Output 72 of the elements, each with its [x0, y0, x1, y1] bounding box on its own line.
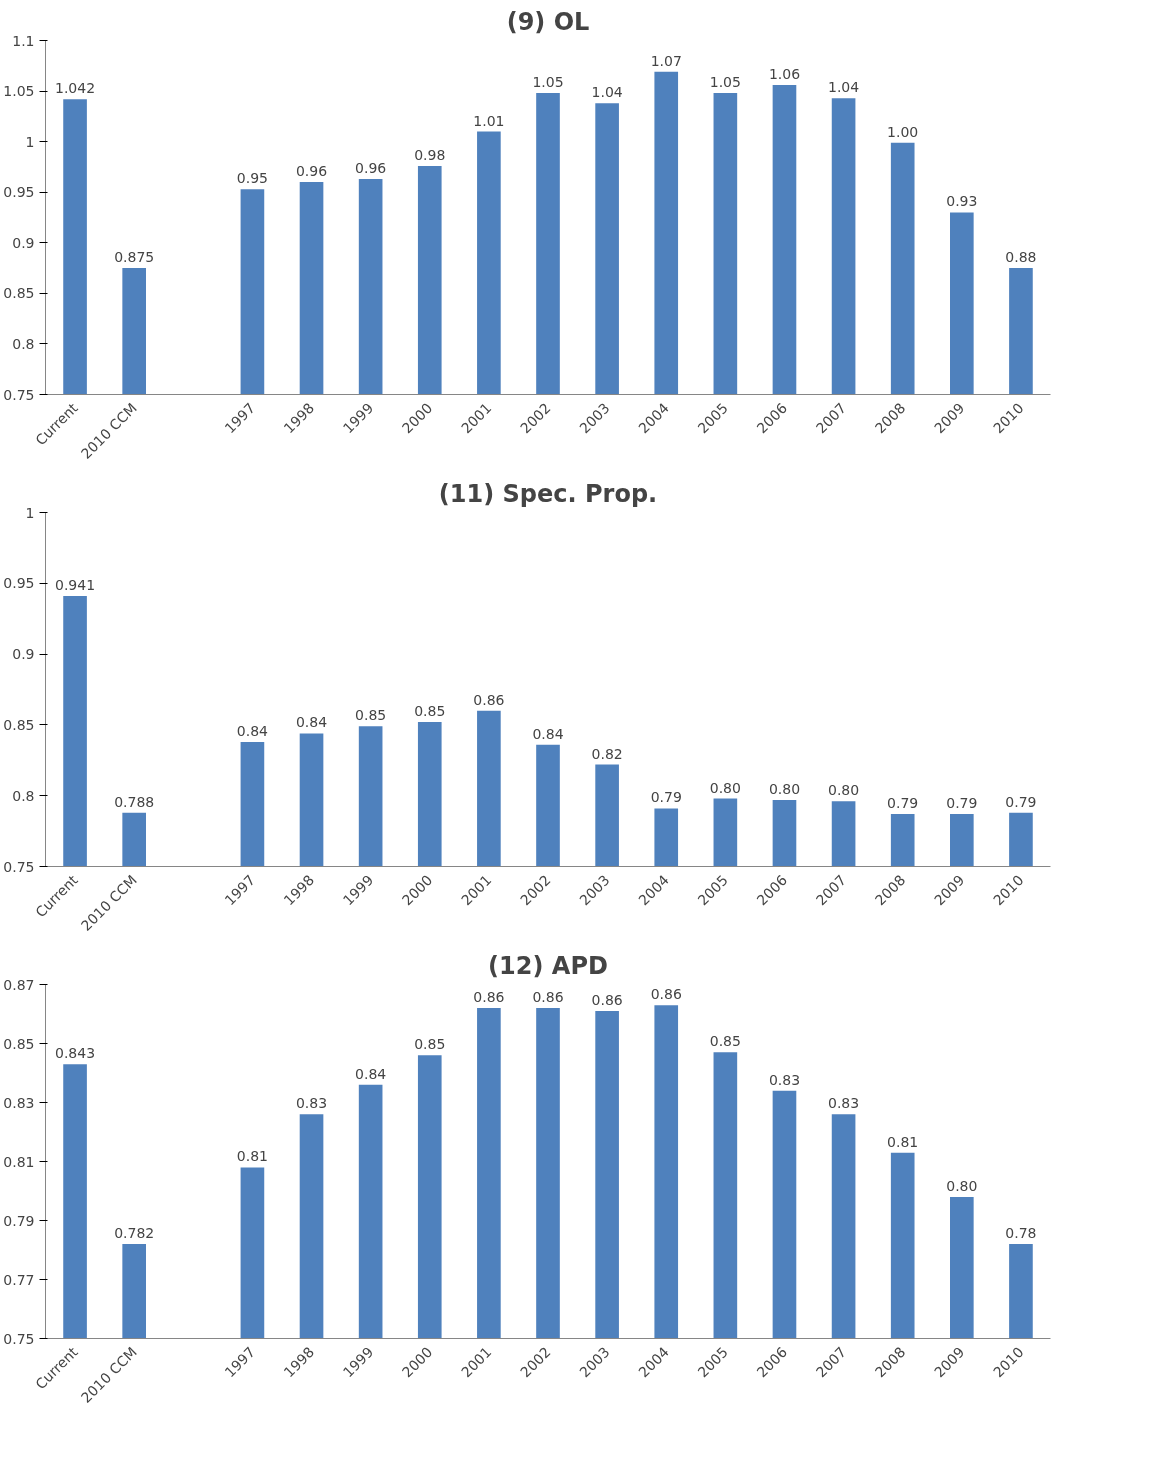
y-tick-label: 0.9 [12, 234, 35, 251]
data-label: 0.79 [1005, 793, 1037, 810]
data-label: 0.86 [473, 989, 505, 1006]
data-label: 0.86 [650, 986, 682, 1003]
y-tick-label: 0.83 [3, 1094, 35, 1111]
data-label: 0.96 [295, 163, 328, 180]
data-label: 1.042 [55, 80, 96, 97]
chart-title: (11) Spec. Prop. [438, 479, 658, 508]
data-label: 1.04 [591, 84, 623, 101]
data-label: 1.05 [709, 74, 741, 91]
data-label: 0.843 [55, 1045, 96, 1062]
data-label: 1.05 [532, 74, 564, 91]
y-tick-label: 0.8 [12, 335, 35, 352]
data-label: 0.85 [414, 1036, 446, 1053]
data-label: 0.788 [114, 793, 155, 810]
data-label: 1.00 [887, 123, 919, 140]
data-label: 0.80 [828, 782, 860, 799]
y-tick-label: 0.95 [3, 184, 35, 201]
data-label: 0.84 [532, 725, 564, 742]
y-tick-label: 0.95 [3, 575, 35, 592]
y-tick-label: 1 [25, 133, 35, 150]
data-label: 0.85 [709, 1033, 741, 1050]
data-label: 0.84 [236, 722, 269, 739]
y-tick-label: 0.75 [3, 1330, 35, 1347]
data-label: 0.93 [946, 193, 978, 210]
data-label: 0.95 [236, 170, 268, 187]
data-label: 1.04 [828, 79, 860, 96]
data-label: 0.83 [295, 1095, 328, 1112]
y-tick-label: 0.87 [3, 976, 35, 993]
data-label: 0.83 [828, 1095, 860, 1112]
data-label: 0.80 [709, 779, 741, 796]
y-tick-label: 1.1 [12, 32, 35, 49]
data-label: 0.80 [946, 1177, 978, 1194]
data-label: 0.88 [1005, 249, 1037, 266]
y-tick-label: 1.05 [3, 83, 35, 100]
data-label: 0.96 [355, 160, 387, 177]
data-label: 0.875 [114, 249, 155, 266]
data-label: 0.79 [650, 789, 682, 806]
data-label: 0.84 [295, 714, 328, 731]
data-label: 0.81 [887, 1133, 919, 1150]
data-label: 0.83 [768, 1071, 801, 1088]
y-tick-label: 0.77 [3, 1271, 35, 1288]
data-label: 0.85 [414, 703, 446, 720]
data-label: 0.78 [1005, 1225, 1037, 1242]
y-tick-label: 0.81 [3, 1153, 35, 1170]
y-tick-label: 0.9 [12, 646, 35, 663]
data-label: 0.82 [591, 745, 623, 762]
y-tick-label: 0.75 [3, 858, 35, 875]
data-label: 0.86 [532, 989, 564, 1006]
data-label: 0.79 [946, 795, 978, 812]
data-label: 0.81 [236, 1148, 268, 1165]
y-tick-label: 0.85 [3, 1035, 35, 1052]
data-label: 0.80 [768, 780, 801, 797]
data-label: 0.79 [887, 795, 919, 812]
data-label: 1.07 [650, 52, 682, 69]
y-tick-label: 0.79 [3, 1212, 35, 1229]
chart-title: (12) APD [488, 951, 608, 980]
data-label: 0.98 [414, 146, 446, 163]
y-tick-label: 0.85 [3, 285, 35, 302]
chart-title: (9) OL [506, 7, 590, 36]
y-tick-label: 0.75 [3, 386, 35, 403]
y-tick-label: 0.8 [12, 787, 35, 804]
data-label: 0.85 [355, 707, 387, 724]
data-label: 1.06 [768, 66, 801, 82]
data-label: 0.941 [55, 577, 96, 594]
data-label: 0.86 [473, 691, 505, 708]
y-tick-label: 1 [25, 504, 35, 521]
data-label: 0.86 [591, 992, 623, 1009]
data-label: 0.782 [114, 1225, 155, 1242]
data-label: 0.84 [355, 1065, 387, 1082]
data-label: 1.01 [473, 112, 505, 129]
y-tick-label: 0.85 [3, 716, 35, 733]
